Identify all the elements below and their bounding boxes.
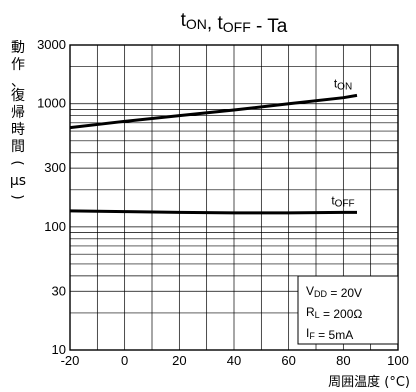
y-axis-label-char: 帰 [11, 104, 25, 121]
y-axis-label-char: 作 [11, 57, 25, 73]
x-tick-label: 20 [172, 353, 186, 368]
y-axis-label-char: ) [9, 194, 25, 199]
y-tick-label: 100 [44, 219, 66, 234]
y-axis-label-char: 間 [11, 139, 25, 155]
condition-text: VDD = 20V [306, 284, 362, 300]
conditions-box [297, 275, 399, 345]
y-axis-label-char: 、 [11, 74, 25, 90]
plot-frame [69, 44, 399, 351]
x-tick-label: 60 [281, 353, 295, 368]
y-axis-label-char: ( [9, 160, 25, 165]
x-tick-label: 0 [121, 353, 128, 368]
x-tick-label: -20 [61, 353, 80, 368]
y-axis-label-char: 動 [11, 40, 25, 56]
x-tick-label: 80 [336, 353, 350, 368]
series-label: tOFF [331, 193, 354, 209]
y-axis-label-char: 復 [11, 87, 25, 104]
y-tick-label: 30 [52, 283, 66, 298]
y-tick-label: 10 [52, 342, 66, 357]
series-line-1 [69, 209, 357, 215]
y-tick-label: 3000 [37, 37, 66, 52]
x-tick-label: 40 [227, 353, 241, 368]
chart-title: tON, tOFF - Ta [181, 10, 288, 37]
y-axis-label-char: μs [10, 173, 26, 189]
y-tick-label: 300 [44, 160, 66, 175]
condition-text: IF = 5mA [306, 326, 353, 342]
y-tick-label: 1000 [37, 96, 66, 111]
y-axis-label-char: 時 [11, 122, 25, 138]
x-axis-label: 周囲温度 (°C) [328, 374, 410, 390]
series-label: tON [334, 76, 352, 92]
x-tick-label: 100 [387, 353, 409, 368]
condition-text: RL = 200Ω [306, 305, 362, 321]
